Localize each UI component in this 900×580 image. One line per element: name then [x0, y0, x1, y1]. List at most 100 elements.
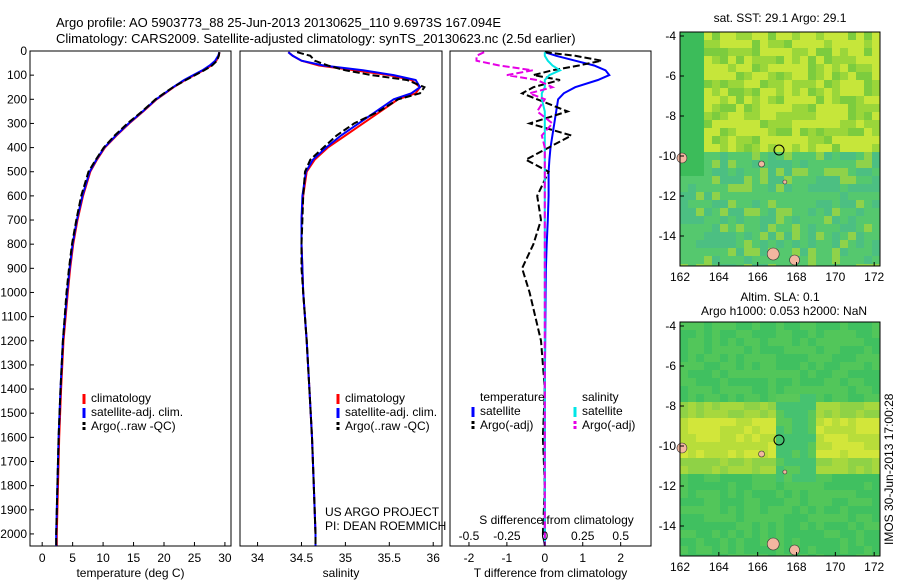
map-cell: [720, 80, 728, 88]
map-cell: [712, 104, 720, 112]
map-cell: [728, 522, 736, 530]
map-cell: [744, 530, 752, 538]
map-cell: [816, 466, 824, 474]
map-cell: [720, 240, 728, 248]
map-cell: [752, 48, 760, 56]
map-cell: [840, 176, 848, 184]
map-cell: [792, 240, 800, 248]
map-cell: [736, 216, 744, 224]
map-cell: [704, 144, 712, 152]
map-cell: [720, 458, 728, 466]
map-cell: [688, 490, 696, 498]
map-cell: [856, 362, 864, 370]
y-tick-label: 900: [7, 261, 27, 275]
map-cell: [808, 370, 816, 378]
map-cell: [776, 386, 784, 394]
map-cell: [832, 208, 840, 216]
map-cell: [712, 240, 720, 248]
map-cell: [784, 386, 792, 394]
map-cell: [784, 40, 792, 48]
map-cell: [760, 224, 768, 232]
map-cell: [720, 450, 728, 458]
map-cell: [712, 224, 720, 232]
map-cell: [808, 240, 816, 248]
map-cell: [696, 256, 704, 264]
map-cell: [760, 192, 768, 200]
map-cell: [792, 522, 800, 530]
map-cell: [744, 232, 752, 240]
map-cell: [816, 346, 824, 354]
map-cell: [824, 330, 832, 338]
map-cell: [696, 184, 704, 192]
map-cell: [720, 168, 728, 176]
map-cell: [712, 96, 720, 104]
map-cell: [816, 136, 824, 144]
map-cell: [776, 402, 784, 410]
map-cell: [712, 120, 720, 128]
map-cell: [760, 338, 768, 346]
map-cell: [800, 386, 808, 394]
map-cell: [840, 482, 848, 490]
map-cell: [696, 386, 704, 394]
map-cell: [848, 120, 856, 128]
map-cell: [768, 466, 776, 474]
map-cell: [768, 96, 776, 104]
map-cell: [800, 394, 808, 402]
map-cell: [808, 346, 816, 354]
map-cell: [872, 120, 880, 128]
map-cell: [784, 256, 792, 264]
map-cell: [872, 80, 880, 88]
map-cell: [864, 152, 872, 160]
map-cell: [864, 434, 872, 442]
map-cell: [872, 498, 880, 506]
map-cell: [872, 48, 880, 56]
map-cell: [784, 482, 792, 490]
map-cell: [736, 458, 744, 466]
map-cell: [856, 402, 864, 410]
map-cell: [776, 346, 784, 354]
map-cell: [728, 64, 736, 72]
map-cell: [696, 136, 704, 144]
map-cell: [872, 354, 880, 362]
map-cell: [776, 144, 784, 152]
map-cell: [768, 192, 776, 200]
map-cell: [856, 554, 864, 556]
map-cell: [680, 264, 688, 266]
map-cell: [840, 442, 848, 450]
map-cell: [800, 200, 808, 208]
map-cell: [728, 498, 736, 506]
map-cell: [832, 48, 840, 56]
map-cell: [736, 538, 744, 546]
map-cell: [776, 322, 784, 330]
map-cell: [832, 176, 840, 184]
x-tick-label: 20: [157, 551, 171, 565]
map-cell: [712, 216, 720, 224]
map-cell: [800, 434, 808, 442]
map-cell: [840, 32, 848, 40]
map-cell: [816, 208, 824, 216]
map-cell: [736, 490, 744, 498]
map-cell: [760, 176, 768, 184]
map-cell: [808, 64, 816, 72]
map-cell: [784, 72, 792, 80]
map-cell: [872, 474, 880, 482]
map-cell: [864, 546, 872, 554]
s-diff-tick-label: 0.25: [571, 529, 595, 543]
map-cell: [792, 386, 800, 394]
map-cell: [832, 232, 840, 240]
map-cell: [808, 264, 816, 266]
map-cell: [728, 418, 736, 426]
map-cell: [728, 216, 736, 224]
map-y-tick-label: -6: [665, 69, 676, 83]
map-cell: [824, 32, 832, 40]
map-cell: [768, 514, 776, 522]
map-cell: [752, 426, 760, 434]
map-cell: [872, 248, 880, 256]
map-cell: [800, 490, 808, 498]
map-cell: [840, 530, 848, 538]
series-line-argo-raw-qc-: [296, 51, 426, 546]
map-cell: [704, 386, 712, 394]
map-cell: [792, 394, 800, 402]
map-cell: [680, 394, 688, 402]
map-cell: [760, 48, 768, 56]
